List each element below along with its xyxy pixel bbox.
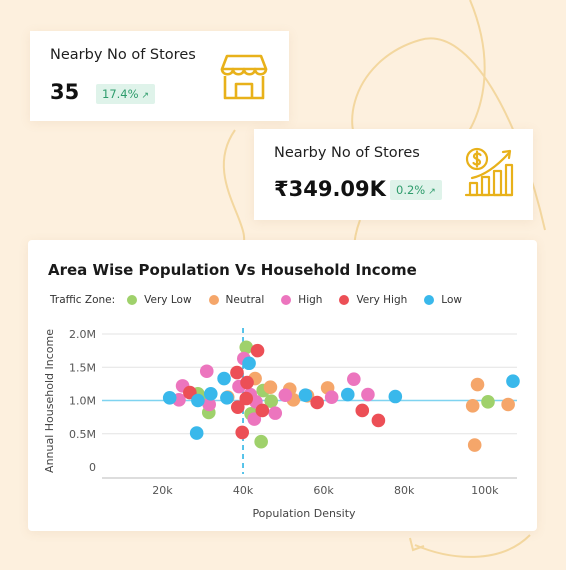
chart-legend: Traffic Zone: Very Low Neutral High Very… — [50, 294, 479, 306]
data-point — [255, 403, 270, 418]
data-point — [388, 389, 403, 404]
change-value: 17.4% — [102, 87, 139, 101]
legend-marker — [208, 295, 219, 305]
y-tick-label: 0.5M — [69, 428, 96, 441]
data-point — [247, 412, 262, 426]
data-point — [465, 399, 480, 413]
data-point — [202, 397, 216, 412]
data-point — [324, 390, 339, 404]
y-tick-label: 2.0M — [69, 328, 96, 341]
data-point — [278, 388, 293, 402]
legend-item-low[interactable]: Low — [424, 294, 462, 306]
data-point — [230, 365, 244, 380]
legend-item-high[interactable]: High — [281, 294, 322, 306]
change-badge: 17.4% ↗ — [96, 84, 156, 104]
data-point — [217, 371, 231, 386]
x-tick-label: 100k — [471, 484, 499, 497]
legend-label: High — [298, 294, 323, 306]
kpi-title: Nearby No of Stores — [274, 145, 420, 161]
change-badge: 0.2% ↗ — [390, 180, 442, 200]
legend-label: Very High — [356, 294, 408, 306]
x-axis-title: Population Density — [252, 507, 356, 520]
y-tick-label: 0 — [89, 461, 96, 474]
data-point — [254, 434, 268, 449]
data-point — [220, 391, 234, 405]
y-tick-label: 1.0M — [69, 395, 96, 408]
data-point — [506, 374, 520, 389]
legend-label: Neutral — [225, 294, 265, 306]
chart-card: Area Wise Population Vs Household Income… — [28, 240, 537, 531]
x-tick-label: 20k — [152, 484, 173, 497]
legend-item-very-low[interactable]: Very Low — [127, 294, 192, 306]
data-point — [189, 426, 204, 440]
kpi-title: Nearby No of Stores — [50, 47, 196, 63]
legend-label: Very Low — [144, 294, 192, 306]
chart-title: Area Wise Population Vs Household Income — [48, 261, 417, 279]
data-point — [298, 388, 313, 402]
change-value: 0.2% — [396, 183, 426, 197]
data-point — [239, 340, 254, 355]
data-point — [199, 364, 214, 379]
data-point — [467, 438, 482, 452]
legend-marker — [281, 295, 292, 305]
arrow-up-right-icon: ↗ — [141, 91, 150, 101]
legend-title: Traffic Zone: — [50, 294, 116, 306]
data-point — [242, 356, 256, 371]
legend-item-neutral[interactable]: Neutral — [208, 294, 265, 306]
x-tick-label: 40k — [233, 484, 254, 497]
data-point — [501, 397, 515, 412]
data-point — [250, 343, 265, 358]
data-point — [235, 425, 250, 440]
x-tick-label: 80k — [394, 484, 415, 497]
scatter-plot: 0 0.5M 1.0M 1.5M 2.0M 20k 40k 60k 80k 100k Populat… — [43, 328, 520, 520]
data-point — [361, 387, 375, 402]
kpi-value: 35 — [50, 80, 80, 104]
data-point — [230, 400, 245, 414]
y-axis-title: Annual Household Income — [43, 329, 56, 473]
data-point — [371, 413, 386, 428]
legend-item-very-high[interactable]: Very High — [339, 294, 407, 306]
data-point — [191, 393, 205, 408]
data-point — [240, 375, 254, 390]
data-point — [340, 387, 355, 402]
data-point — [264, 394, 279, 408]
store-icon — [220, 54, 268, 100]
data-point — [263, 380, 278, 394]
kpi-card-stores: Nearby No of Stores 35 17.4% ↗ — [30, 31, 289, 121]
x-tick-label: 60k — [313, 484, 334, 497]
data-point — [347, 372, 361, 387]
data-point — [310, 395, 324, 410]
y-tick-label: 1.5M — [69, 361, 96, 374]
data-point — [239, 391, 254, 406]
legend-marker — [424, 295, 435, 305]
legend-label: Low — [441, 294, 462, 306]
legend-marker — [339, 295, 350, 305]
data-point — [162, 391, 177, 405]
data-point — [268, 406, 283, 420]
arrow-up-right-icon: ↗ — [428, 187, 436, 197]
data-point — [203, 387, 218, 401]
data-point — [470, 377, 485, 392]
kpi-value: ₹349.09K — [274, 177, 386, 201]
money-growth-icon — [464, 147, 514, 197]
legend-marker — [127, 295, 138, 305]
data-point — [355, 403, 370, 418]
data-point — [481, 395, 495, 409]
kpi-card-income: Nearby No of Stores ₹349.09K 0.2% ↗ — [254, 129, 533, 220]
